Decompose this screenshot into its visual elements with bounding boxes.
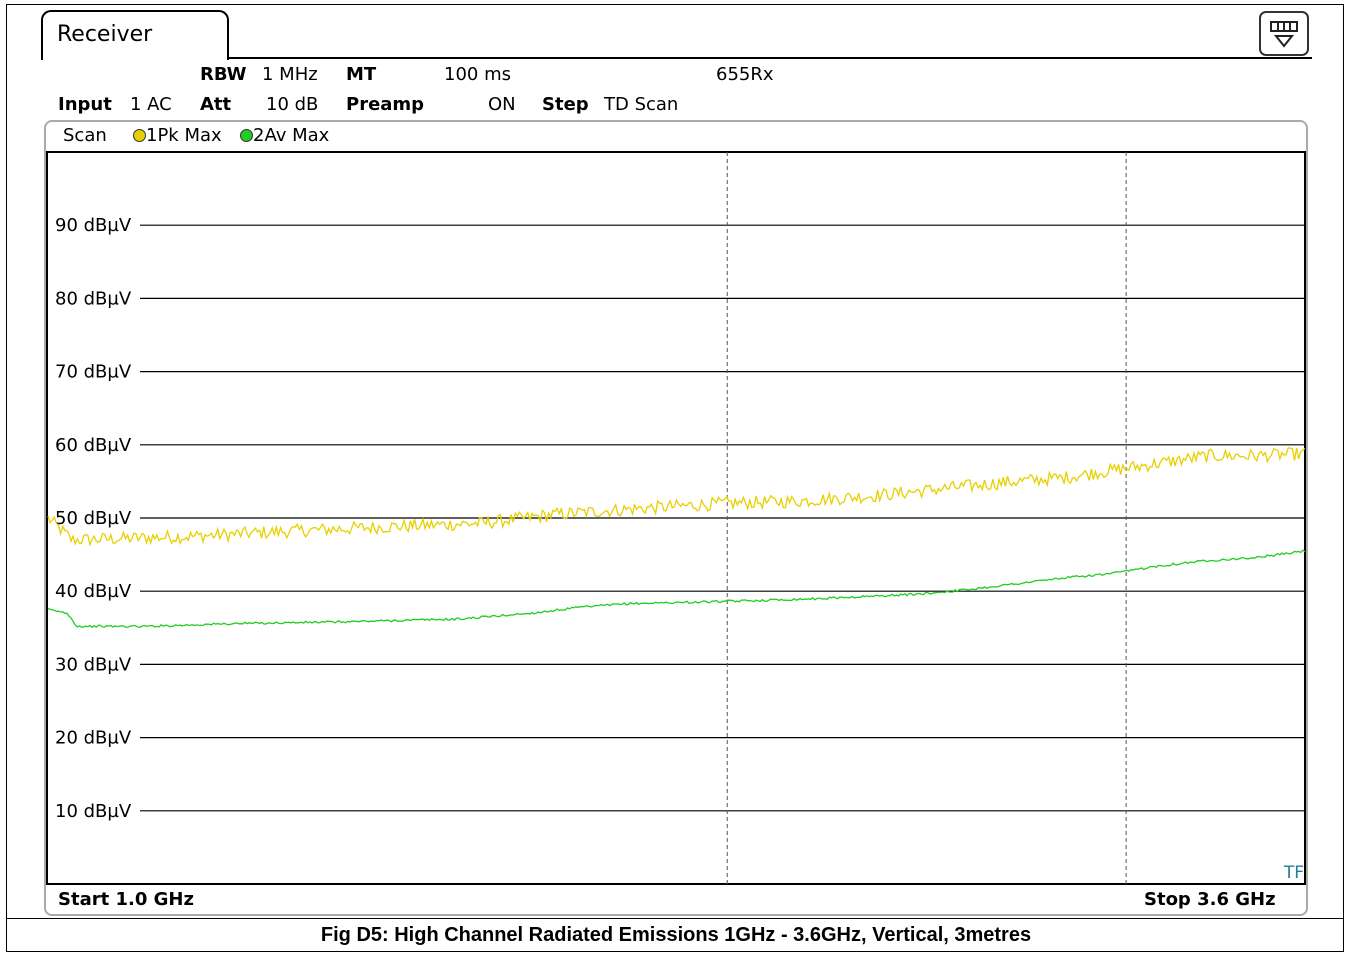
input-value: 1 AC [130, 94, 172, 115]
device-label: 655Rx [716, 64, 774, 85]
mt-label: MT [346, 64, 377, 85]
att-value: 10 dB [266, 94, 319, 115]
step-value: TD Scan [604, 94, 679, 115]
corner-label: TF [1283, 863, 1304, 883]
y-tick-label-10: 10 dBµV [55, 801, 132, 822]
receiver-tab[interactable]: Receiver [41, 10, 229, 60]
figure-caption: Fig D5: High Channel Radiated Emissions … [320, 924, 1032, 946]
y-tick-label-90: 90 dBµV [55, 215, 132, 236]
trace-2-line [47, 549, 1306, 629]
tab-title: Receiver [57, 22, 153, 47]
rbw-value: 1 MHz [262, 64, 318, 85]
step-label: Step [542, 94, 589, 115]
preamp-value: ON [488, 94, 516, 115]
stop-frequency: Stop 3.6 GHz [1144, 889, 1276, 910]
y-tick-label-20: 20 dBµV [55, 728, 132, 749]
tab-underline [229, 57, 1312, 59]
caption-divider [6, 918, 1344, 919]
legend-trace1[interactable]: 1Pk Max [133, 125, 222, 146]
menu-button[interactable] [1259, 11, 1309, 56]
mt-value: 100 ms [444, 64, 511, 85]
y-tick-label-80: 80 dBµV [55, 288, 132, 309]
input-label: Input [58, 94, 112, 115]
start-frequency: Start 1.0 GHz [58, 889, 194, 910]
legend-trace2[interactable]: 2Av Max [240, 125, 329, 146]
y-tick-label-30: 30 dBµV [55, 654, 132, 675]
trace2-dot-icon [240, 129, 253, 142]
trace-1-line [47, 447, 1306, 547]
scan-label: Scan [63, 125, 107, 146]
menu-icon [1270, 21, 1298, 48]
legend-trace1-label: 1Pk Max [146, 125, 222, 146]
y-tick-label-40: 40 dBµV [55, 581, 132, 602]
rbw-label: RBW [200, 64, 247, 85]
y-tick-label-60: 60 dBµV [55, 435, 132, 456]
trace1-dot-icon [133, 129, 146, 142]
screenshot-frame [6, 4, 1344, 952]
y-tick-label-50: 50 dBµV [55, 508, 132, 529]
preamp-label: Preamp [346, 94, 425, 115]
legend-trace2-label: 2Av Max [253, 125, 330, 146]
y-tick-label-70: 70 dBµV [55, 362, 132, 383]
att-label: Att [200, 94, 232, 115]
